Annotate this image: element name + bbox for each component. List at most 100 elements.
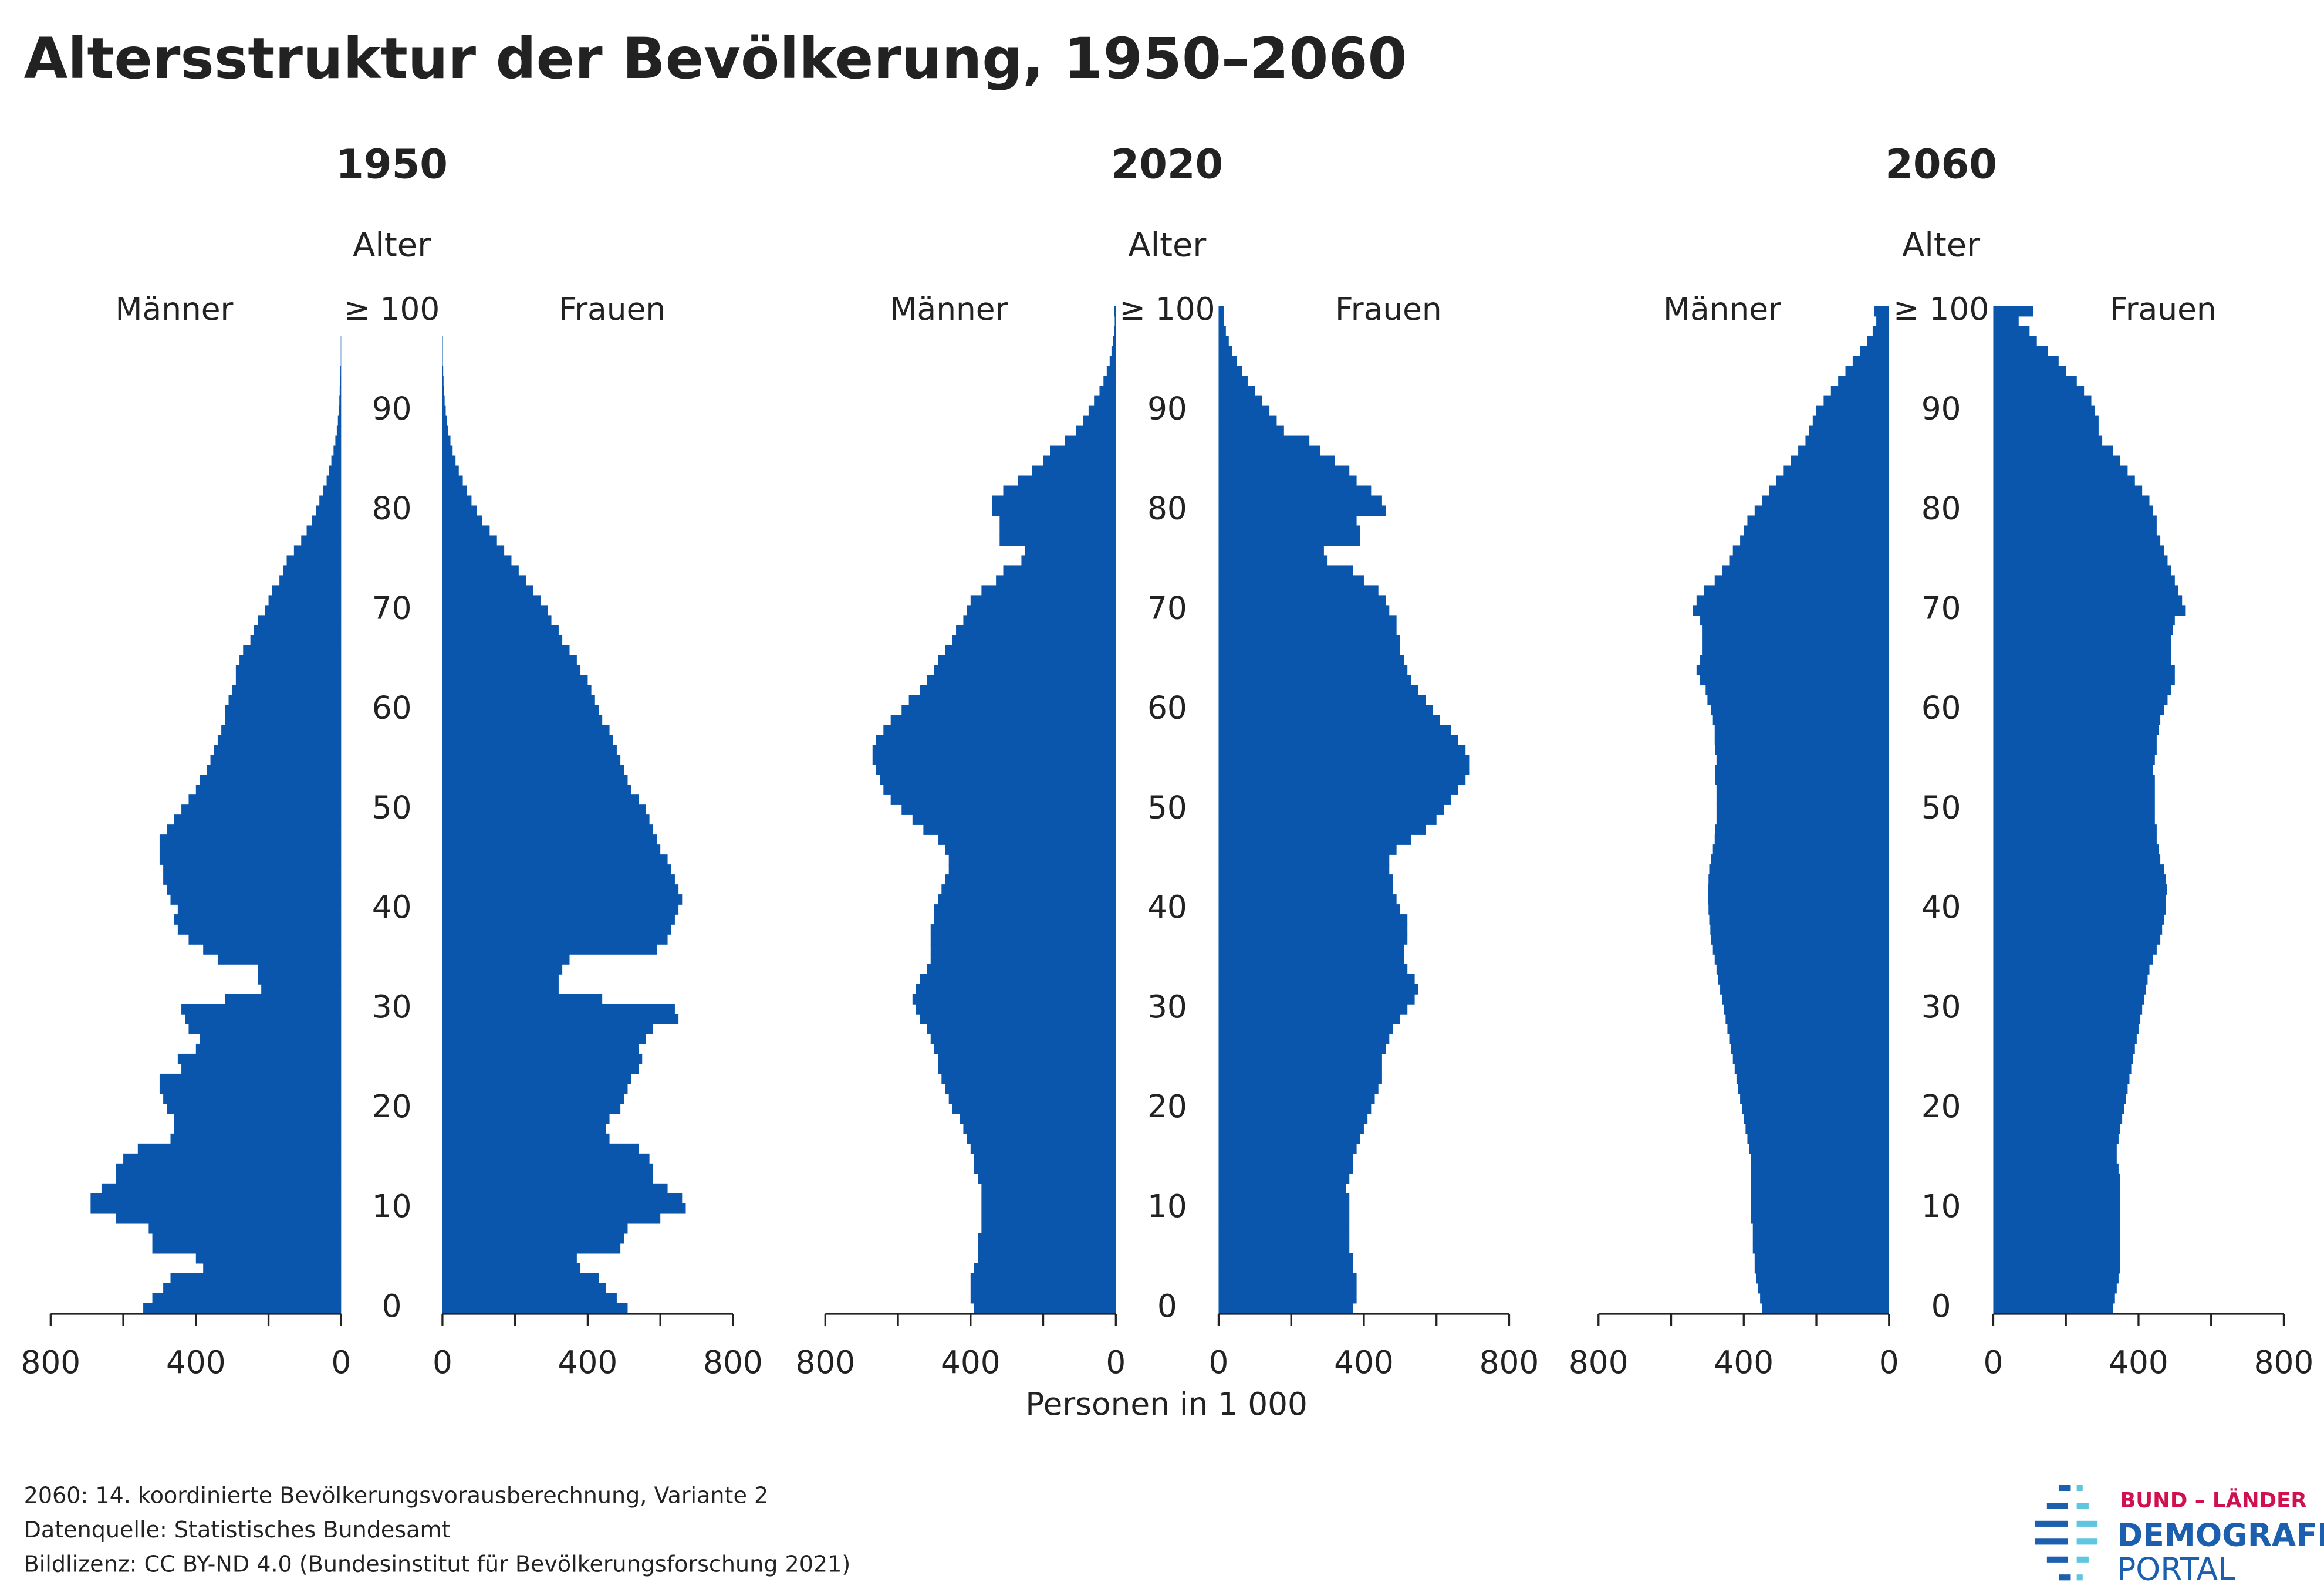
bar (1708, 904, 1889, 915)
bar (1993, 1163, 2119, 1174)
bar (1993, 1063, 2132, 1074)
bar (1993, 1003, 2143, 1015)
bar (978, 1243, 1116, 1254)
bar (1714, 735, 1889, 745)
bar (1218, 964, 1408, 975)
bar (1218, 1283, 1357, 1294)
bar (1218, 983, 1418, 995)
bar (945, 645, 1116, 656)
bar (1993, 785, 2155, 795)
bar (90, 1203, 342, 1214)
bar (159, 1083, 342, 1094)
bar (1747, 515, 1889, 526)
bar (335, 435, 342, 447)
bar (1714, 725, 1889, 736)
bar (1993, 804, 2155, 815)
bar (442, 1173, 653, 1184)
bar (1993, 625, 2173, 636)
y-tick-label: 40 (372, 889, 412, 925)
bar (1993, 565, 2171, 576)
bar (174, 914, 342, 925)
bar (1218, 804, 1444, 815)
bar (1065, 435, 1116, 447)
bar (442, 445, 453, 457)
bar (442, 934, 668, 945)
bar (1752, 1243, 1889, 1254)
bar (337, 415, 342, 427)
bar (1993, 395, 2092, 407)
bar (286, 555, 342, 566)
bar (970, 1143, 1116, 1154)
bar (442, 1013, 679, 1024)
bar (941, 884, 1116, 895)
bar (872, 745, 1116, 755)
bar (167, 1103, 342, 1114)
bar (1218, 625, 1397, 636)
bar (1805, 435, 1889, 447)
bar (442, 1033, 646, 1044)
bar (1993, 1293, 2115, 1304)
bar (442, 595, 541, 606)
bar (1218, 455, 1335, 466)
bar (442, 1133, 610, 1144)
bar (1749, 1143, 1889, 1154)
bar (920, 1013, 1116, 1024)
bar (1993, 425, 2099, 437)
bar (442, 376, 444, 387)
bar (442, 675, 588, 686)
bar (235, 665, 342, 676)
bar (442, 485, 467, 496)
bar (1993, 854, 2161, 865)
bar (1812, 415, 1889, 427)
bar (442, 585, 533, 596)
bar (1702, 635, 1889, 646)
bar (1076, 425, 1116, 437)
bar (1993, 356, 2059, 367)
bar (442, 954, 570, 965)
bar (268, 595, 342, 606)
bar (1218, 1213, 1350, 1224)
bar (1993, 1013, 2141, 1024)
bar (340, 336, 342, 347)
bar (1702, 645, 1889, 656)
bar (1993, 705, 2164, 716)
bar (1993, 1183, 2121, 1194)
bar (1874, 306, 1889, 317)
bar (930, 944, 1116, 955)
bar (1722, 565, 1889, 576)
bar (1993, 914, 2164, 925)
bar (152, 1233, 342, 1244)
bar (1716, 814, 1889, 825)
bar (163, 1283, 342, 1294)
bar (996, 575, 1116, 586)
bar (1993, 1303, 2113, 1314)
bar (1218, 405, 1270, 417)
bar (948, 854, 1116, 865)
bar (442, 1093, 624, 1104)
y-tick-label: 50 (1147, 789, 1187, 826)
bar (1993, 1133, 2119, 1144)
bar (442, 1083, 628, 1094)
bar (442, 765, 624, 775)
bar (442, 745, 617, 755)
bar (1714, 834, 1889, 845)
bar (340, 366, 342, 377)
bar (1021, 555, 1116, 566)
bar (1740, 535, 1889, 546)
bar (890, 715, 1116, 726)
bar (181, 1063, 342, 1074)
bar (1103, 376, 1116, 387)
bar (1993, 386, 2085, 397)
x-tick-label: 0 (1879, 1344, 1899, 1381)
bar (912, 993, 1116, 1005)
bar (883, 785, 1116, 795)
bar (174, 814, 342, 825)
bar (1993, 1173, 2121, 1184)
bar (167, 884, 342, 895)
bar (1218, 864, 1390, 875)
bar (210, 755, 342, 765)
bar (152, 1293, 342, 1304)
logo-text: PORTAL (2117, 1551, 2235, 1588)
bar (235, 675, 342, 686)
bar (1696, 665, 1889, 676)
